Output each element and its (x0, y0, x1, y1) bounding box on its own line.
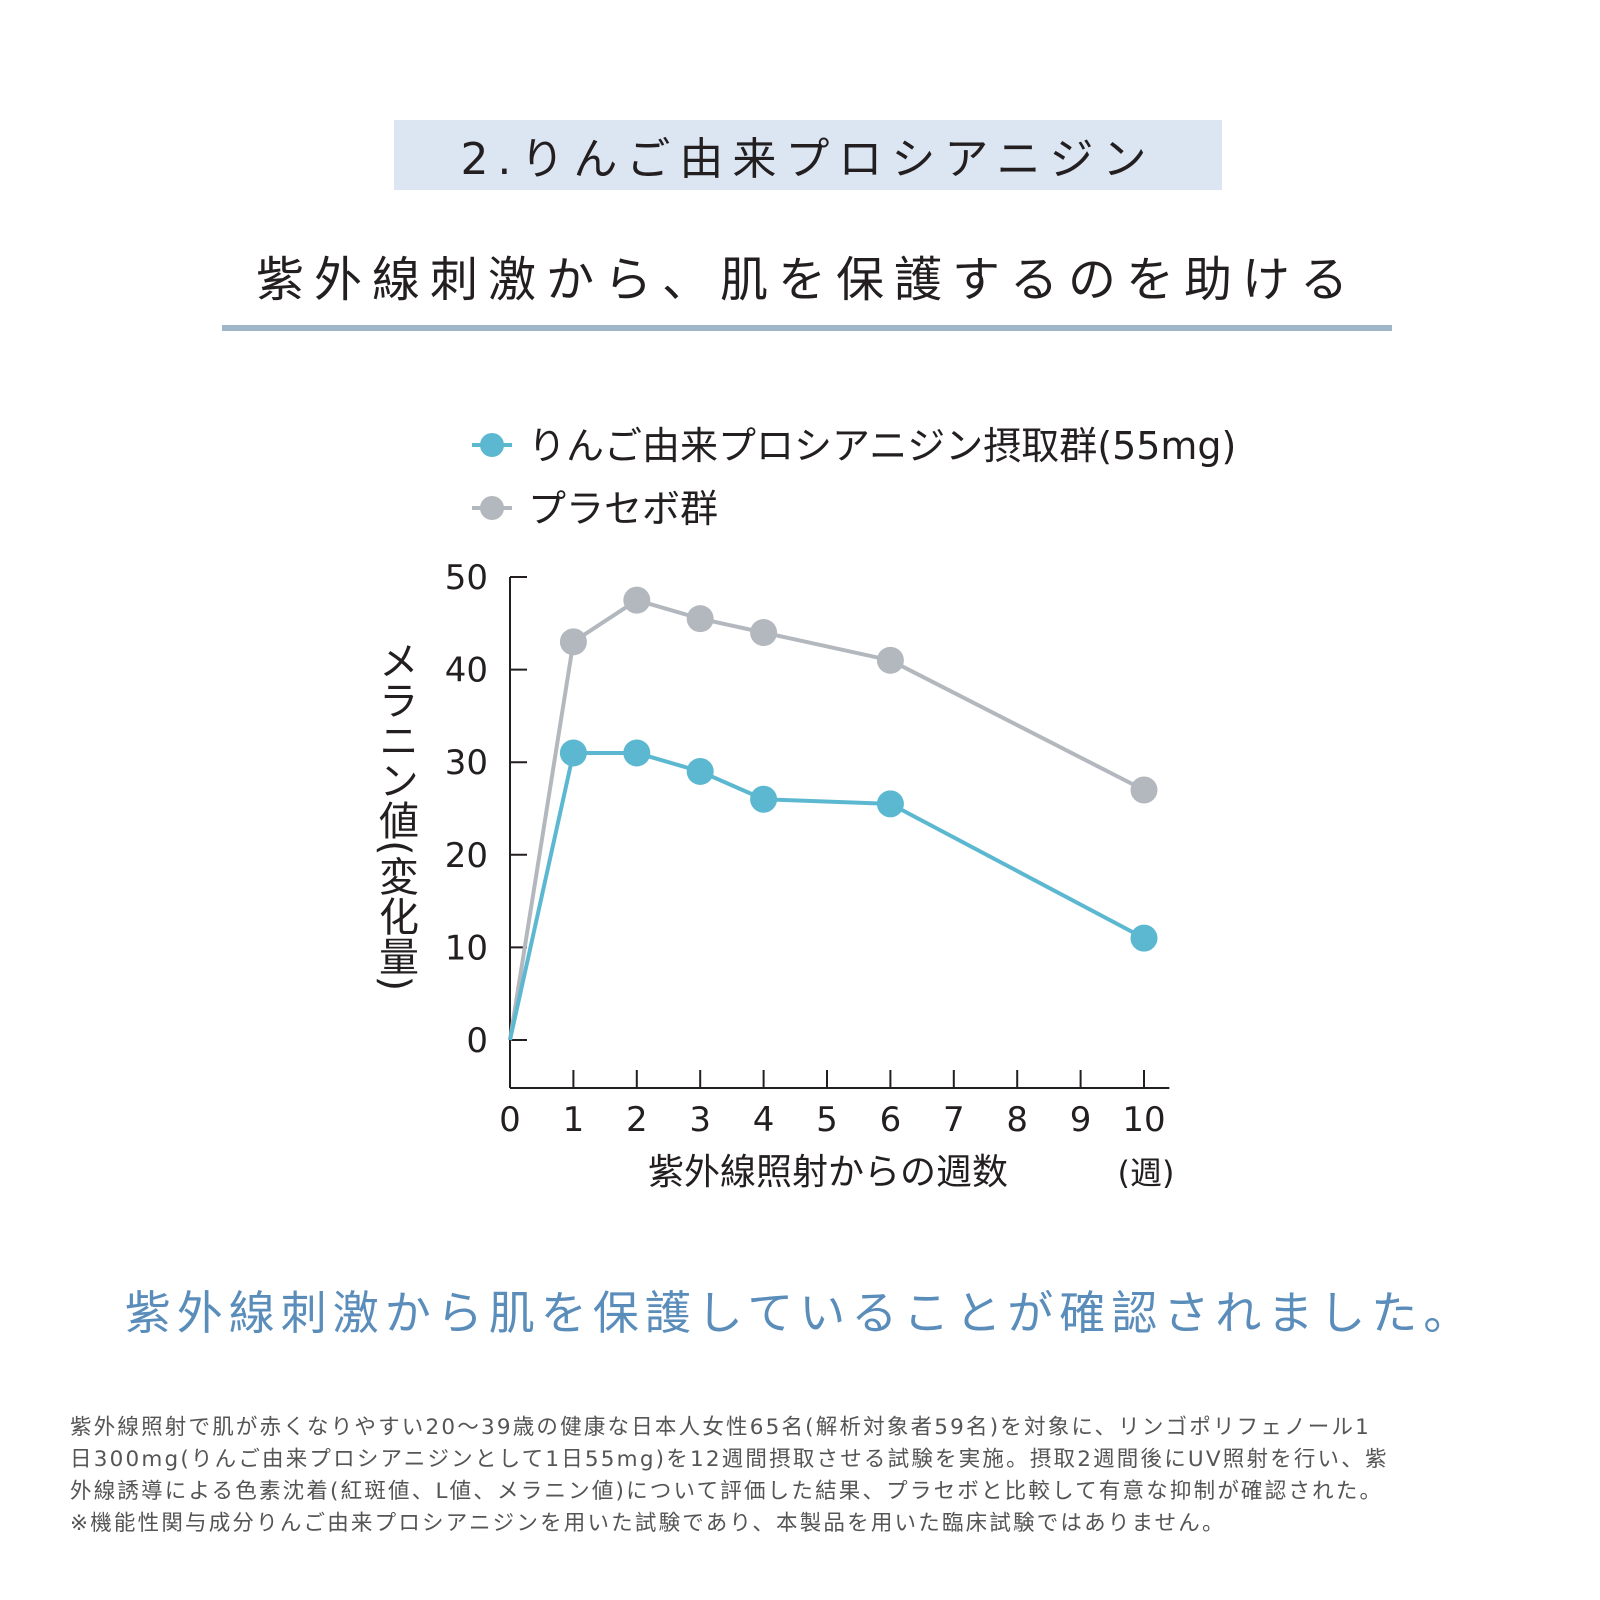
x-tick-label: 10 (1122, 1100, 1165, 1140)
data-point (1130, 924, 1158, 952)
y-tick-label: 20 (445, 836, 488, 876)
x-tick-label: 0 (499, 1100, 521, 1140)
data-point (623, 586, 651, 614)
x-tick-label: 7 (943, 1100, 965, 1140)
data-point (750, 619, 778, 647)
x-tick-label: 1 (563, 1100, 585, 1140)
y-tick-label: 0 (466, 1021, 488, 1061)
data-point (559, 628, 587, 656)
series-line (508, 750, 1145, 1041)
legend-label: プラセボ群 (528, 487, 718, 531)
data-point (623, 739, 651, 767)
x-axis-unit: (週) (1118, 1154, 1175, 1192)
legend-marker (480, 496, 504, 520)
footnote: 紫外線照射で肌が赤くなりやすい20〜39歳の健康な日本人女性65名(解析対象者5… (70, 1412, 1540, 1540)
chart-legend: りんご由来プロシアニジン摂取群(55mg) プラセボ群 (472, 424, 1236, 531)
data-point (686, 605, 714, 633)
y-tick-label: 30 (445, 743, 488, 783)
section-label: 2.りんご由来プロシアニジン (394, 120, 1222, 190)
chart-series (508, 586, 1158, 1041)
series-line (508, 598, 1145, 1041)
legend-label: りんご由来プロシアニジン摂取群(55mg) (528, 424, 1236, 468)
footnote-line: 外線誘導による色素沈着(紅斑値、L値、メラニン値)について評価した結果、プラセボ… (70, 1479, 1384, 1504)
headline: 紫外線刺激から、肌を保護するのを助ける (255, 252, 1358, 308)
headline-divider (222, 325, 1392, 331)
x-tick-label: 2 (626, 1100, 648, 1140)
y-tick-label: 10 (445, 928, 488, 968)
y-axis-label: メラニン値(変化量) (372, 640, 419, 991)
x-tick-label: 5 (816, 1100, 838, 1140)
data-point (686, 757, 714, 785)
x-tick-label: 3 (689, 1100, 711, 1140)
footnote-line: 紫外線照射で肌が赤くなりやすい20〜39歳の健康な日本人女性65名(解析対象者5… (70, 1415, 1372, 1440)
footnote-line: 日300mg(りんご由来プロシアニジンとして1日55mg)を12週間摂取させる試… (70, 1447, 1389, 1472)
data-point (750, 785, 778, 813)
footnote-line: ※機能性関与成分りんご由来プロシアニジンを用いた試験であり、本製品を用いた臨床試… (70, 1511, 1226, 1536)
data-point (559, 739, 587, 767)
data-point (876, 790, 904, 818)
x-axis-label: 紫外線照射からの週数 (648, 1152, 1008, 1193)
legend-marker (480, 433, 504, 457)
conclusion-text: 紫外線刺激から肌を保護していることが確認されました。 (124, 1286, 1476, 1340)
y-tick-label: 50 (445, 558, 488, 598)
data-point (1130, 776, 1158, 804)
x-tick-label: 8 (1006, 1100, 1028, 1140)
x-tick-label: 4 (753, 1100, 775, 1140)
x-tick-label: 9 (1070, 1100, 1092, 1140)
data-point (876, 646, 904, 674)
y-tick-label: 40 (445, 651, 488, 691)
x-tick-label: 6 (880, 1100, 902, 1140)
melanin-line-chart: りんご由来プロシアニジン摂取群(55mg) プラセボ群 0 10 20 30 40 50 0 1… (372, 424, 1236, 1193)
chart-axes: 0 10 20 30 40 50 0 1 2 3 4 5 6 7 8 9 10 (445, 558, 1170, 1140)
